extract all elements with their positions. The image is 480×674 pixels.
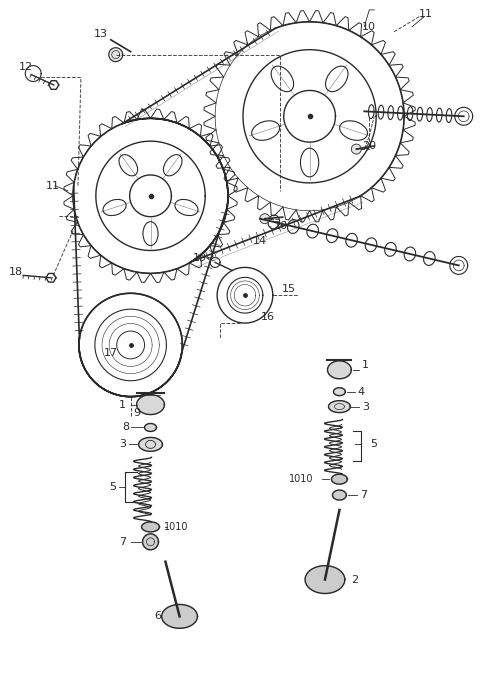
Polygon shape: [260, 214, 270, 224]
Text: 9: 9: [133, 408, 140, 418]
Text: 20: 20: [362, 141, 376, 151]
Polygon shape: [144, 423, 156, 431]
Polygon shape: [139, 437, 162, 452]
Polygon shape: [328, 400, 350, 412]
Polygon shape: [332, 474, 348, 484]
Text: 5: 5: [109, 482, 116, 492]
Text: 1: 1: [119, 400, 126, 410]
Polygon shape: [162, 605, 197, 628]
Text: 2: 2: [351, 575, 359, 584]
Text: 5: 5: [370, 439, 377, 450]
Polygon shape: [305, 565, 345, 594]
Text: 6: 6: [154, 611, 161, 621]
Text: 7: 7: [360, 490, 367, 500]
Text: 14: 14: [253, 235, 267, 245]
Text: 1010: 1010: [289, 474, 314, 484]
Text: 7: 7: [119, 537, 126, 547]
Text: 10: 10: [362, 22, 376, 32]
Polygon shape: [109, 48, 123, 61]
Text: 11: 11: [419, 9, 433, 19]
Text: 8: 8: [122, 423, 129, 433]
Text: 13: 13: [94, 29, 108, 39]
Text: 16: 16: [261, 312, 275, 322]
Text: 11: 11: [46, 181, 60, 191]
Polygon shape: [142, 522, 159, 532]
Text: 1: 1: [362, 360, 369, 370]
Text: 4: 4: [358, 387, 365, 397]
Polygon shape: [333, 490, 347, 500]
Polygon shape: [137, 395, 165, 415]
Text: 1010: 1010: [164, 522, 189, 532]
Polygon shape: [143, 534, 158, 550]
Polygon shape: [334, 388, 346, 396]
Text: 12: 12: [19, 61, 33, 71]
Text: 20: 20: [273, 220, 287, 231]
Text: 17: 17: [104, 348, 118, 358]
Text: 3: 3: [119, 439, 126, 450]
Polygon shape: [351, 144, 361, 154]
Text: 15: 15: [282, 284, 296, 295]
Text: 19: 19: [193, 253, 207, 264]
Polygon shape: [327, 361, 351, 379]
Text: 18: 18: [9, 268, 24, 278]
Text: 3: 3: [362, 402, 369, 412]
